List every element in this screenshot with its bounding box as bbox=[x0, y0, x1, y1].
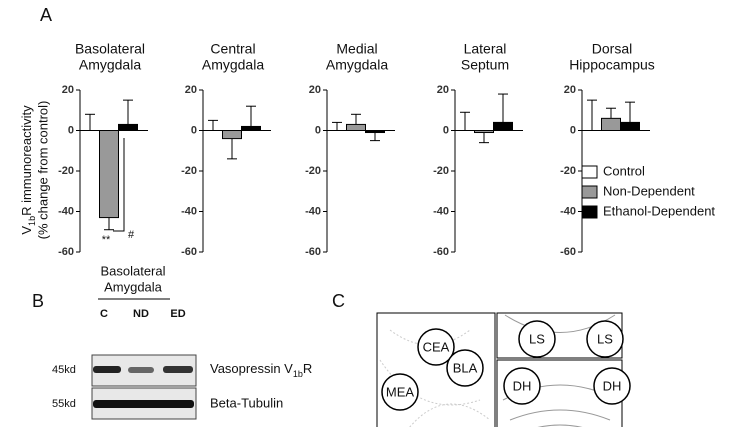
legend-swatch bbox=[581, 165, 598, 179]
bar bbox=[118, 123, 138, 132]
facet-title: Basolateral bbox=[75, 41, 145, 57]
facet-title: Septum bbox=[461, 57, 509, 73]
y-tick-label: -40 bbox=[305, 205, 321, 217]
region-label: DH bbox=[603, 378, 622, 393]
y-tick-label: -20 bbox=[181, 165, 197, 177]
y-label-part: V bbox=[19, 226, 34, 235]
y-tick-label: 20 bbox=[564, 84, 576, 96]
region-label: LS bbox=[529, 331, 545, 346]
region-circle bbox=[518, 320, 556, 358]
region-label: MEA bbox=[386, 384, 415, 399]
annotation: # bbox=[128, 229, 135, 241]
bar bbox=[601, 117, 621, 131]
bar bbox=[620, 121, 640, 132]
size-label: 55kd bbox=[52, 398, 76, 410]
outline bbox=[379, 329, 491, 427]
panel-label: C bbox=[332, 291, 345, 311]
facet-title: Amygdala bbox=[326, 57, 388, 73]
outline bbox=[502, 314, 619, 427]
region-circle bbox=[446, 349, 484, 387]
y-tick-label: 20 bbox=[62, 84, 74, 96]
bar bbox=[365, 130, 385, 134]
blot-header: Amygdala bbox=[104, 279, 163, 294]
panel-label: A bbox=[40, 5, 52, 25]
y-tick-label: -40 bbox=[560, 205, 576, 217]
facet-title: Medial bbox=[336, 41, 377, 57]
region-label: CEA bbox=[423, 339, 450, 354]
region-circle bbox=[417, 328, 455, 366]
bar bbox=[346, 123, 366, 132]
y-tick-label: -20 bbox=[433, 165, 449, 177]
row-label: Vasopressin V1bR bbox=[210, 361, 312, 379]
y-tick-label: -40 bbox=[181, 205, 197, 217]
bar bbox=[241, 125, 261, 131]
region-circle bbox=[586, 320, 624, 358]
y-tick-label: 0 bbox=[68, 124, 74, 136]
lane-label: ND bbox=[133, 308, 149, 320]
bar bbox=[493, 121, 513, 132]
band bbox=[163, 366, 193, 373]
facet-title: Hippocampus bbox=[569, 57, 655, 73]
bar bbox=[222, 130, 242, 140]
y-tick-label: -60 bbox=[181, 246, 197, 258]
legend-label: Non-Dependent bbox=[603, 183, 695, 198]
y-tick-label: 20 bbox=[437, 84, 449, 96]
y-tick-label: -20 bbox=[58, 165, 74, 177]
y-tick-label: -60 bbox=[58, 246, 74, 258]
y-tick-label: -40 bbox=[58, 205, 74, 217]
y-label-part: R immunoreactivity bbox=[19, 105, 34, 216]
annotation: ** bbox=[102, 234, 111, 246]
facet-title: Amygdala bbox=[79, 57, 141, 73]
y-tick-label: -60 bbox=[560, 246, 576, 258]
y-tick-label: 0 bbox=[191, 124, 197, 136]
region-label: BLA bbox=[453, 360, 478, 375]
band bbox=[93, 400, 194, 408]
y-tick-label: 20 bbox=[309, 84, 321, 96]
blot-header: Basolateral bbox=[100, 263, 165, 278]
bracket bbox=[113, 138, 125, 232]
y-tick-label: -20 bbox=[560, 165, 576, 177]
lane-label: C bbox=[100, 308, 108, 320]
y-label-sub: 1b bbox=[27, 216, 37, 226]
band bbox=[128, 367, 154, 373]
row-label: Beta-Tubulin bbox=[210, 395, 283, 410]
facet-title: Amygdala bbox=[202, 57, 264, 73]
lane-label: ED bbox=[170, 308, 185, 320]
facet-title: Lateral bbox=[464, 41, 507, 57]
panel-label: B bbox=[32, 291, 44, 311]
region-label: DH bbox=[513, 378, 532, 393]
y-tick-label: 0 bbox=[570, 124, 576, 136]
y-tick-label: 20 bbox=[185, 84, 197, 96]
row-label-part: Vasopressin V bbox=[210, 361, 293, 376]
y-label: (% change from control) bbox=[35, 101, 50, 240]
facet-title: Dorsal bbox=[592, 41, 632, 57]
y-tick-label: -60 bbox=[305, 246, 321, 258]
row-label-sub: 1b bbox=[293, 369, 303, 379]
y-tick-label: -40 bbox=[433, 205, 449, 217]
legend-label: Control bbox=[603, 163, 645, 178]
region-circle bbox=[381, 373, 419, 411]
y-label: V1bR immunoreactivity bbox=[19, 105, 37, 235]
y-tick-label: 0 bbox=[315, 124, 321, 136]
bar bbox=[99, 130, 119, 219]
band bbox=[93, 366, 121, 373]
legend-swatch bbox=[581, 205, 598, 219]
region-circle bbox=[593, 367, 631, 405]
y-tick-label: 0 bbox=[443, 124, 449, 136]
region-circle bbox=[503, 367, 541, 405]
legend-label: Ethanol-Dependent bbox=[603, 203, 715, 218]
y-tick-label: -60 bbox=[433, 246, 449, 258]
bar bbox=[474, 130, 494, 134]
row-label-part: R bbox=[303, 361, 312, 376]
facet-title: Central bbox=[210, 41, 255, 57]
legend-swatch bbox=[581, 185, 598, 199]
size-label: 45kd bbox=[52, 364, 76, 376]
region-label: LS bbox=[597, 331, 613, 346]
y-tick-label: -20 bbox=[305, 165, 321, 177]
